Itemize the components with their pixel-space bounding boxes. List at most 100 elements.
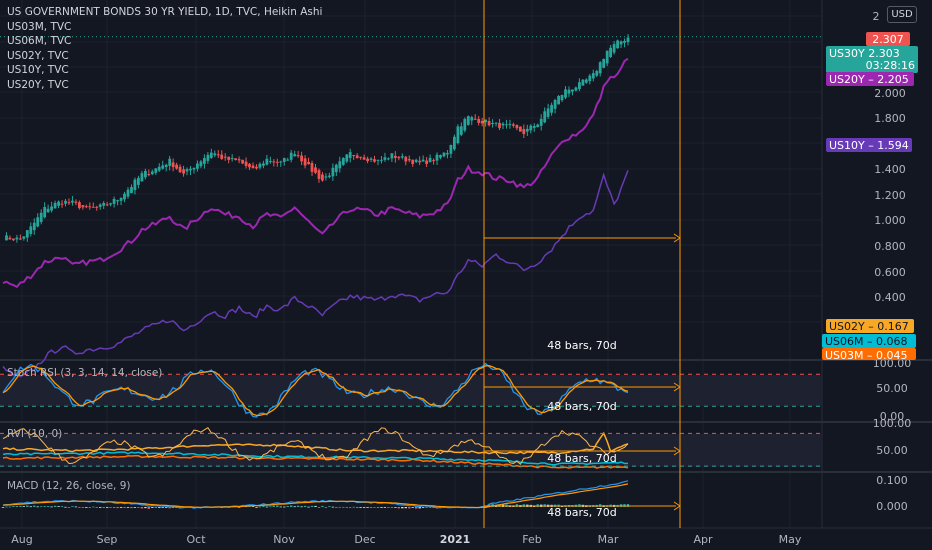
legend-us02y[interactable]: US02Y, TVC	[7, 50, 69, 62]
candle-body	[157, 166, 161, 171]
candle-body	[519, 126, 522, 132]
macd-title[interactable]: MACD (12, 26, close, 9)	[7, 480, 131, 492]
legend-us10y[interactable]: US10Y, TVC	[7, 64, 69, 76]
price-badge-text: US10Y – 1.594	[829, 139, 909, 152]
macd-histogram-bar	[8, 506, 12, 508]
candle-body	[144, 170, 147, 178]
stoch-rsi-title[interactable]: Stoch RSI (3, 3, 14, 14, close)	[7, 367, 163, 379]
candle-body	[473, 118, 477, 120]
macd-histogram-bar	[15, 506, 19, 507]
candle-body	[480, 121, 484, 124]
candle-body	[98, 204, 102, 207]
candle-body	[168, 158, 172, 166]
candle-body	[22, 236, 26, 239]
candle-body	[612, 44, 616, 53]
candle-body	[275, 161, 279, 163]
candle-body	[248, 163, 251, 168]
legend-main[interactable]: US GOVERNMENT BONDS 30 YR YIELD, 1D, TVC…	[7, 6, 323, 18]
candle-body	[88, 206, 92, 208]
candle-body	[567, 89, 571, 94]
macd-histogram-bar	[307, 506, 310, 508]
price-badge-text: US03M – 0.045	[825, 349, 908, 362]
macd-histogram-bar	[300, 506, 303, 508]
candle-body	[348, 152, 352, 158]
candle-body	[321, 174, 324, 181]
candle-body	[328, 175, 331, 177]
candle-body	[258, 163, 262, 168]
y-tick-label: 1.400	[874, 163, 906, 176]
macd-histogram-bar	[418, 507, 421, 509]
pane-tick-label: 100.00	[873, 417, 912, 430]
candle-body	[578, 82, 581, 89]
x-tick-label: 2021	[440, 533, 471, 546]
rvi-title[interactable]: RVI (10, 0)	[7, 428, 63, 440]
candle-body	[112, 198, 116, 204]
candle-body	[126, 189, 130, 197]
candle-body	[560, 95, 564, 101]
measure-arrow-head	[673, 233, 681, 243]
candle-body	[84, 206, 88, 208]
macd-histogram-bar	[92, 506, 95, 508]
price-badge-text: US30Y 2.303	[829, 47, 900, 60]
x-tick-label: Nov	[273, 533, 295, 546]
pane-separator	[0, 421, 932, 423]
candle-body	[78, 202, 81, 209]
y-tick-label: 1.800	[874, 112, 906, 125]
candle-body	[453, 136, 456, 150]
measure-tool[interactable]: 48 bars, 70d 48 bars, 70d 48 bars, 70d 48 b…	[483, 0, 681, 528]
macd-histogram-bar	[19, 505, 22, 507]
pane-tick-label: 100.00	[873, 357, 912, 370]
candle-body	[525, 128, 529, 132]
legend-us20y[interactable]: US20Y, TVC	[7, 79, 69, 91]
candle-body	[435, 154, 439, 161]
macd-histogram-bar	[356, 507, 359, 508]
candle-body	[456, 126, 460, 144]
legend-us06m[interactable]: US06M, TVC	[7, 35, 72, 47]
macd-histogram-bar	[331, 506, 335, 508]
macd-histogram-bar	[158, 507, 161, 508]
candle-body	[192, 167, 196, 170]
price-badge-countdown: 03:28:16	[866, 59, 915, 72]
macd-histogram-bar	[71, 506, 74, 507]
currency-button[interactable]: USD	[887, 6, 917, 23]
macd-histogram-bar	[22, 506, 25, 507]
macd-histogram-bar	[401, 507, 404, 509]
candle-body	[501, 123, 505, 126]
candle-body	[185, 169, 189, 172]
price-badge-bg	[826, 72, 914, 86]
macd-histogram-bar	[74, 506, 78, 508]
candle-body	[591, 73, 595, 79]
macd-histogram-bar	[411, 507, 414, 508]
pane-tick-label: 0.100	[876, 474, 908, 487]
candle-body	[557, 96, 560, 105]
x-tick-label: Aug	[11, 533, 32, 546]
candle-body	[376, 159, 380, 161]
candle-body	[446, 153, 449, 155]
macd-histogram-bar	[349, 507, 352, 508]
candle-body	[595, 71, 599, 76]
candle-body	[442, 152, 446, 157]
macd-histogram-bar	[5, 506, 8, 508]
candle-body	[36, 217, 40, 227]
macd-histogram-bar	[272, 505, 275, 507]
macd-histogram-bar	[428, 507, 432, 508]
candle-body	[102, 203, 106, 206]
grid	[0, 0, 932, 529]
rvi-line	[2, 427, 629, 465]
macd-histogram-bar	[33, 505, 36, 507]
candle-body	[91, 206, 95, 208]
legend-us03m[interactable]: US03M, TVC	[7, 21, 72, 33]
macd-histogram-bar	[286, 506, 289, 507]
candle-body	[154, 168, 158, 173]
x-tick-label: Oct	[186, 533, 206, 546]
x-tick-label: Dec	[354, 533, 375, 546]
candle-body	[32, 222, 36, 231]
candle-body	[5, 235, 8, 241]
macd-histogram-bar	[404, 507, 407, 509]
candle-body	[404, 156, 408, 162]
candle-body	[203, 158, 206, 164]
pane-separator	[0, 471, 932, 473]
candle-body	[282, 158, 286, 162]
y-tick-label: 1.200	[874, 189, 906, 202]
